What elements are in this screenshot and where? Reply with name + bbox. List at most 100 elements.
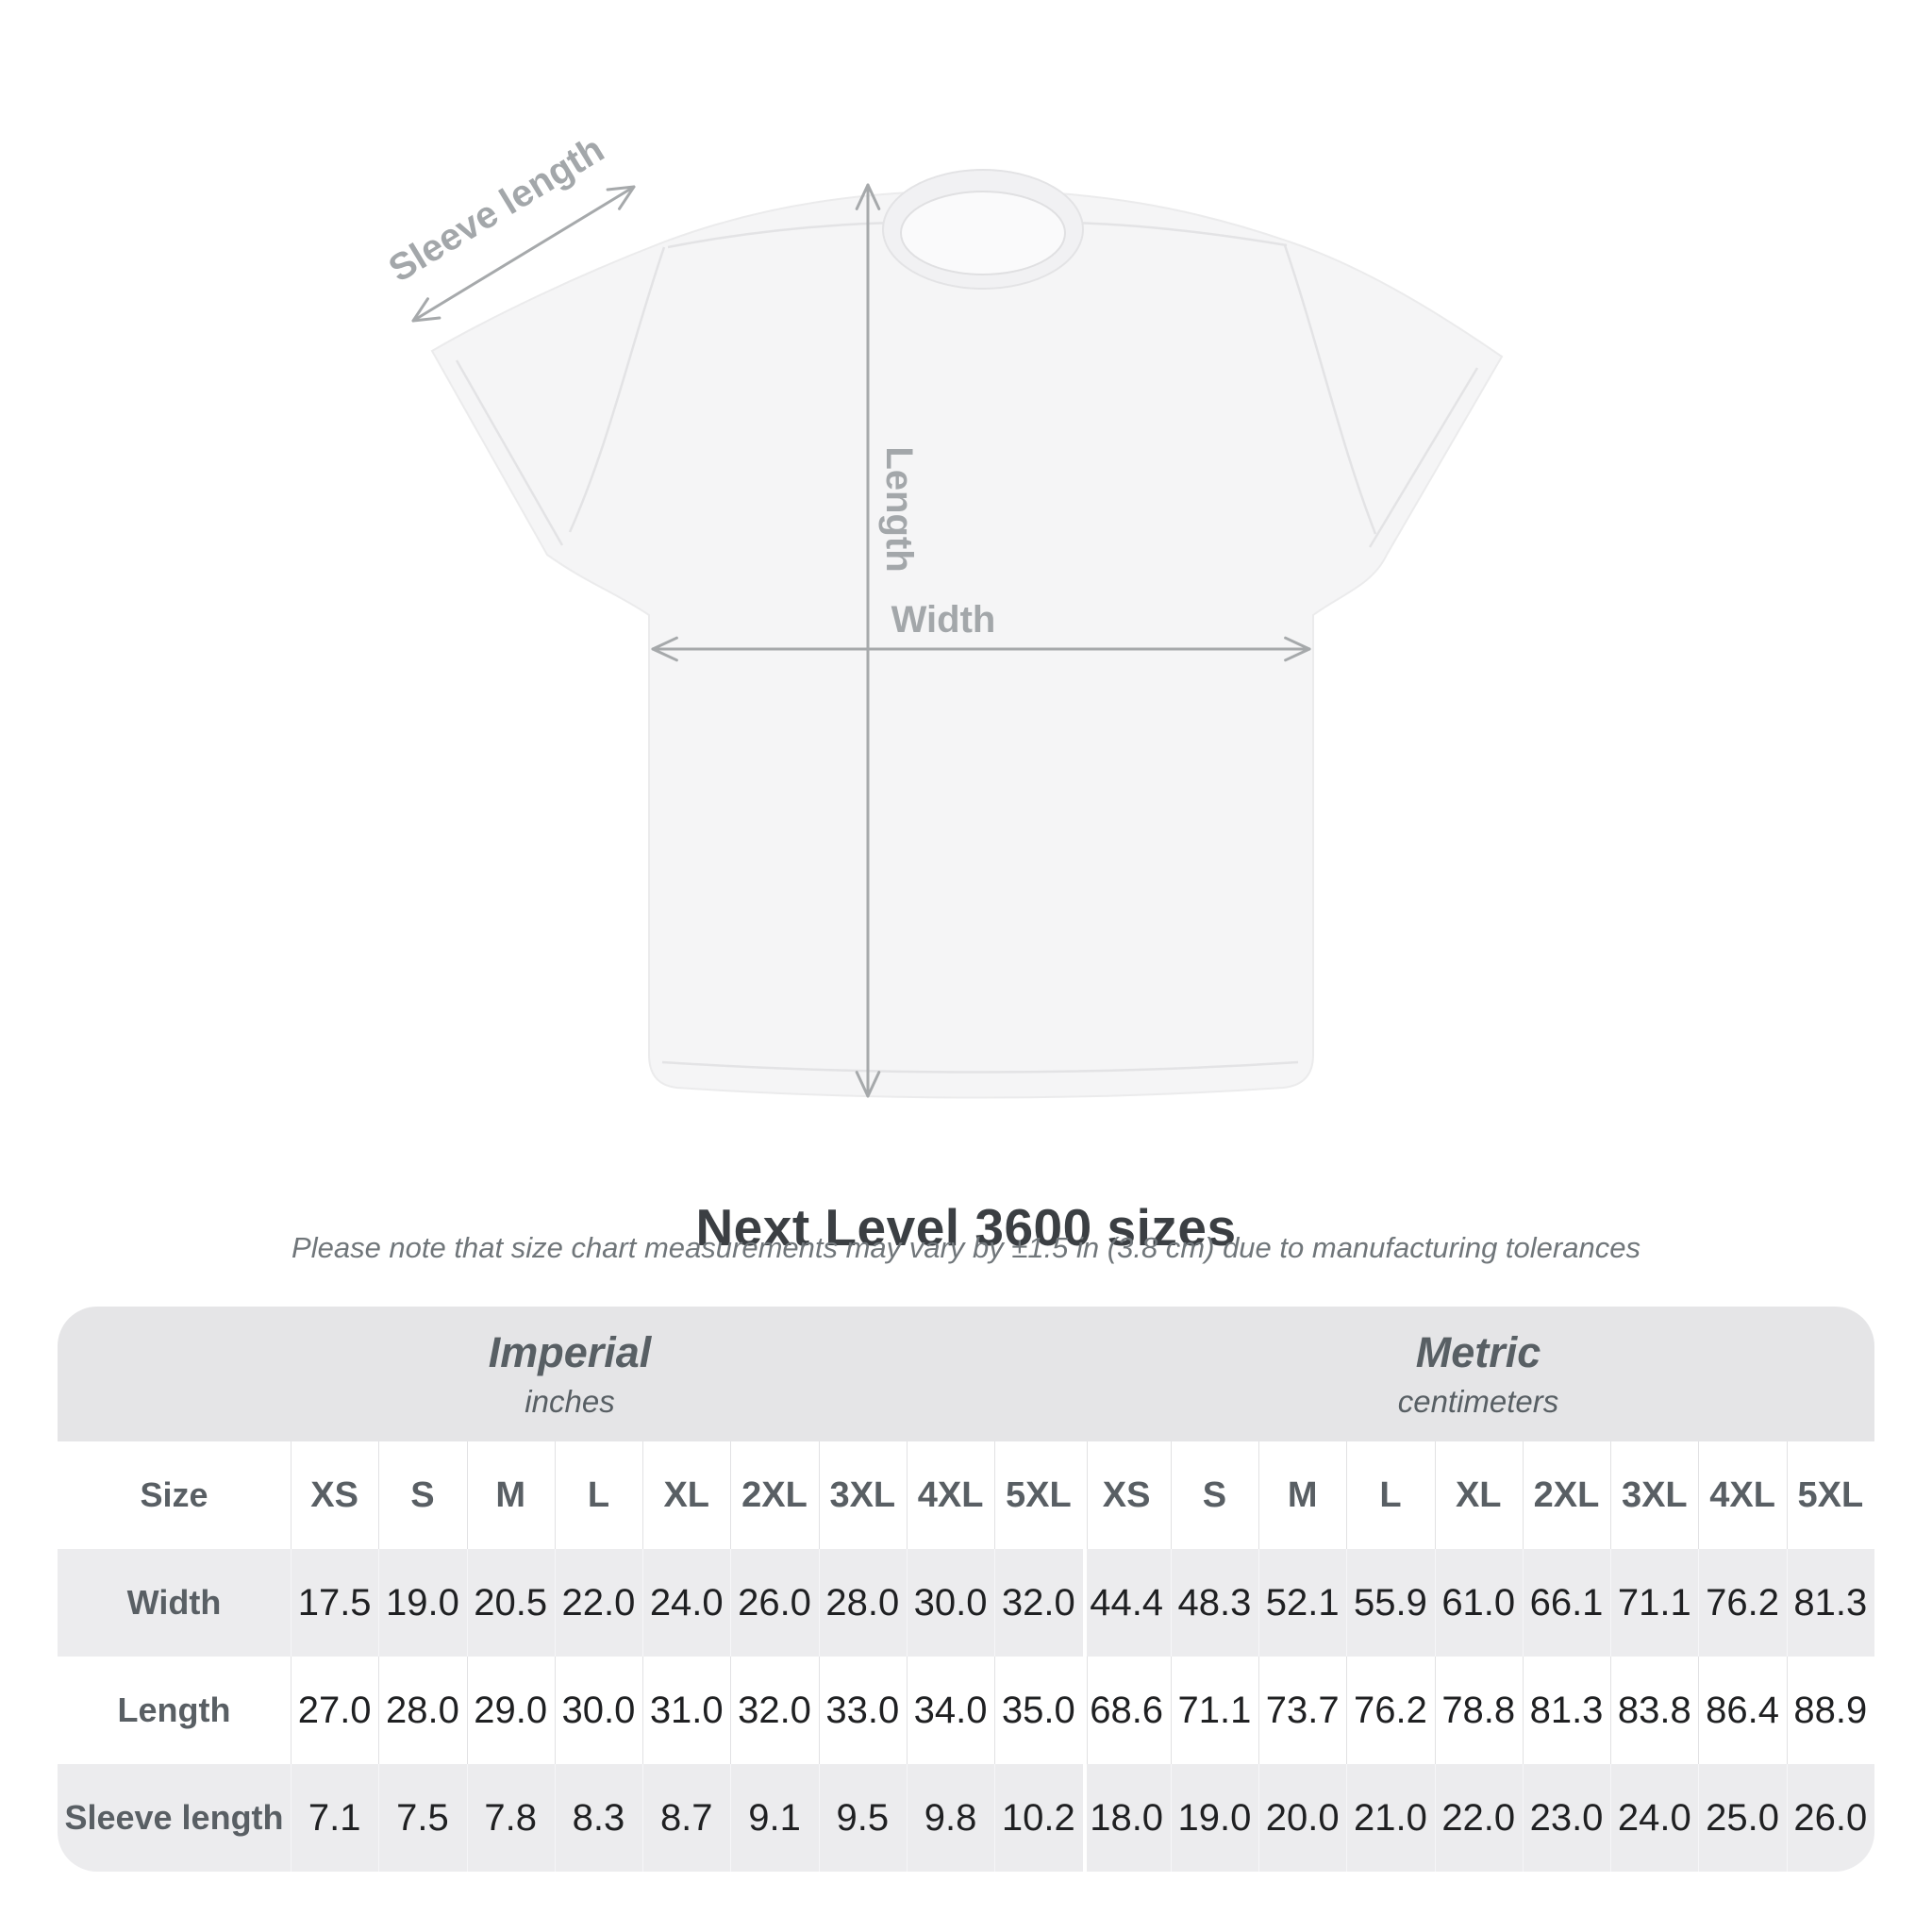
- column-header: M: [1258, 1441, 1347, 1549]
- table-cell: 55.9: [1346, 1549, 1435, 1657]
- table-cell: 9.8: [906, 1764, 995, 1872]
- table-cell: 44.4: [1082, 1549, 1171, 1657]
- column-header: XL: [1434, 1441, 1523, 1549]
- table-cell: 29.0: [466, 1657, 555, 1764]
- column-header: S: [1170, 1441, 1259, 1549]
- table-cell: 21.0: [1346, 1764, 1435, 1872]
- tshirt-diagram: Sleeve length Length Width: [382, 128, 1504, 1099]
- shoulder-seam-right: [1071, 221, 1288, 247]
- column-header: 5XL: [994, 1441, 1083, 1549]
- arrowhead: [1284, 636, 1311, 662]
- column-header: 4XL: [1698, 1441, 1787, 1549]
- table-cell: 30.0: [906, 1549, 995, 1657]
- table-cell: 52.1: [1258, 1549, 1347, 1657]
- table-cell: 8.3: [554, 1764, 643, 1872]
- table-cell: 7.5: [378, 1764, 467, 1872]
- arrowhead: [651, 636, 678, 662]
- page-title: Next Level 3600 sizes: [695, 1197, 1237, 1257]
- arrowhead: [606, 185, 636, 210]
- table-cell: 81.3: [1786, 1549, 1874, 1657]
- column-header: 3XL: [818, 1441, 907, 1549]
- table-cell: 9.5: [818, 1764, 907, 1872]
- tshirt-silhouette: [430, 189, 1504, 1099]
- sleeve-length-label: Sleeve length: [382, 128, 611, 291]
- table-cell: 61.0: [1434, 1549, 1523, 1657]
- table-cell: 8.7: [642, 1764, 731, 1872]
- table-cell: 20.0: [1258, 1764, 1347, 1872]
- armhole-seam-right: [1283, 244, 1377, 535]
- column-header: XL: [642, 1441, 731, 1549]
- unit-group-imperial: Imperial inches: [58, 1307, 1082, 1441]
- tolerance-note: Please note that size chart measurements…: [291, 1231, 1641, 1264]
- table-cell: 76.2: [1698, 1549, 1787, 1657]
- length-label: Length: [878, 446, 920, 572]
- table-cell: 30.0: [554, 1657, 643, 1764]
- column-header: 5XL: [1786, 1441, 1874, 1549]
- width-label: Width: [891, 599, 996, 641]
- table-cell: 27.0: [291, 1657, 379, 1764]
- table-cell: 76.2: [1346, 1657, 1435, 1764]
- table-cell: 26.0: [730, 1549, 819, 1657]
- table-cell: 71.1: [1170, 1657, 1259, 1764]
- table-cell: 32.0: [730, 1657, 819, 1764]
- table-cell: 7.8: [466, 1764, 555, 1872]
- table-cell: 20.5: [466, 1549, 555, 1657]
- unit-group-unit: centimeters: [1397, 1384, 1559, 1419]
- table-cell: 73.7: [1258, 1657, 1347, 1764]
- table-cell: 33.0: [818, 1657, 907, 1764]
- size-header-cell: Size: [58, 1441, 291, 1549]
- unit-group-name: Metric: [1415, 1328, 1541, 1376]
- cuff-seam-left: [455, 359, 564, 546]
- measurement-arrows: [411, 183, 1311, 1098]
- collar-inner: [900, 191, 1066, 275]
- table-cell: 66.1: [1522, 1549, 1611, 1657]
- table-cell: 32.0: [994, 1549, 1083, 1657]
- table-cell: 81.3: [1522, 1657, 1611, 1764]
- column-header: 4XL: [906, 1441, 995, 1549]
- table-cell: 83.8: [1610, 1657, 1699, 1764]
- table-cell: 86.4: [1698, 1657, 1787, 1764]
- tshirt-illustration: [430, 169, 1504, 1099]
- table-cell: 17.5: [291, 1549, 379, 1657]
- table-cell: 34.0: [906, 1657, 995, 1764]
- table-cell: 48.3: [1170, 1549, 1259, 1657]
- arrowhead: [411, 297, 441, 323]
- table-cell: 18.0: [1082, 1764, 1171, 1872]
- table-cell: 9.1: [730, 1764, 819, 1872]
- size-grid: Size XS S M L XL 2XL 3XL 4XL 5XL XS S M L XL 2XL 3XL 4XL 5…: [58, 1441, 1874, 1872]
- row-label: Sleeve length: [58, 1764, 291, 1872]
- table-cell: 26.0: [1786, 1764, 1874, 1872]
- table-cell: 28.0: [818, 1549, 907, 1657]
- armhole-seam-left: [568, 246, 666, 533]
- unit-group-metric: Metric centimeters: [1082, 1307, 1874, 1441]
- hem-seam: [661, 1060, 1299, 1074]
- sleeve-length-arrow: [411, 185, 636, 323]
- column-header: M: [466, 1441, 555, 1549]
- column-header: L: [1346, 1441, 1435, 1549]
- table-cell: 28.0: [378, 1657, 467, 1764]
- table-cell: 10.2: [994, 1764, 1083, 1872]
- table-cell: 22.0: [1434, 1764, 1523, 1872]
- table-cell: 88.9: [1786, 1657, 1874, 1764]
- column-header: 2XL: [730, 1441, 819, 1549]
- table-cell: 22.0: [554, 1549, 643, 1657]
- row-label: Width: [58, 1549, 291, 1657]
- arrowhead: [855, 183, 881, 210]
- column-header: 2XL: [1522, 1441, 1611, 1549]
- unit-group-unit: inches: [525, 1384, 615, 1419]
- table-cell: 35.0: [994, 1657, 1083, 1764]
- table-cell: 7.1: [291, 1764, 379, 1872]
- column-header: XS: [291, 1441, 379, 1549]
- size-table: Imperial inches Metric centimeters Size X…: [58, 1307, 1874, 1872]
- table-cell: 19.0: [1170, 1764, 1259, 1872]
- table-cell: 19.0: [378, 1549, 467, 1657]
- table-cell: 78.8: [1434, 1657, 1523, 1764]
- column-header: L: [554, 1441, 643, 1549]
- row-label: Length: [58, 1657, 291, 1764]
- table-cell: 24.0: [1610, 1764, 1699, 1872]
- table-cell: 71.1: [1610, 1549, 1699, 1657]
- column-header: 3XL: [1610, 1441, 1699, 1549]
- unit-header-band: Imperial inches Metric centimeters: [58, 1307, 1874, 1441]
- table-cell: 23.0: [1522, 1764, 1611, 1872]
